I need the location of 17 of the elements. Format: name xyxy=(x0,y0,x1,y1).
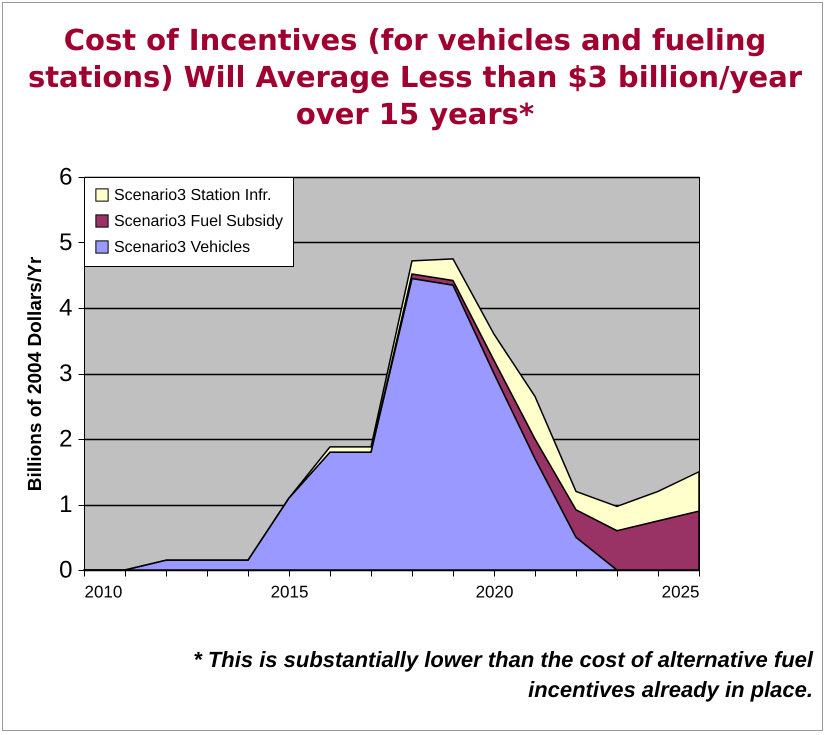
legend-label: Scenario3 Station Infr. xyxy=(114,187,272,204)
y-tick-label: 6 xyxy=(59,164,72,190)
y-tick-label: 4 xyxy=(59,294,72,322)
legend-label: Scenario3 Fuel Subsidy xyxy=(114,213,283,230)
x-tick-label: 2020 xyxy=(476,582,514,602)
y-tick-label: 5 xyxy=(59,229,72,256)
chart-title: Cost of Incentives (for vehicles and fueling stations) Will Average Less than $3 billion/year over 15 years* xyxy=(26,22,804,133)
y-tick-label: 0 xyxy=(59,556,72,584)
y-axis-title: Billions of 2004 Dollars/Yr xyxy=(25,256,46,492)
legend-label: Scenario3 Vehicles xyxy=(114,239,250,256)
y-tick-label: 3 xyxy=(59,360,72,387)
text: * This is substantially lower than the cost of alternative fuel incentives already in place. xyxy=(193,646,813,704)
x-tick-label: 2025 xyxy=(662,582,700,602)
x-tick-label: 2015 xyxy=(270,582,308,602)
y-tick-label: 2 xyxy=(59,426,72,452)
y-tick-label: 1 xyxy=(59,491,72,518)
x-tick-label: 2010 xyxy=(84,582,122,602)
